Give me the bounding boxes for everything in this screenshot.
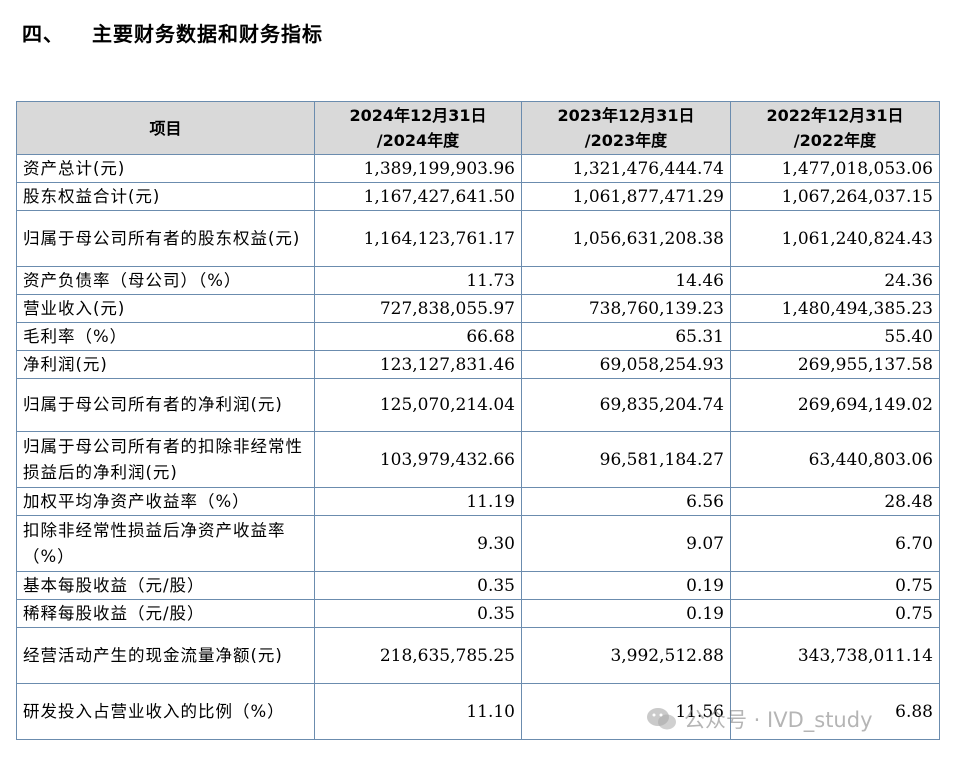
row-label: 资产总计(元) [16,154,315,183]
value-2024: 123,127,831.46 [314,350,522,379]
value-2024: 727,838,055.97 [314,294,522,323]
value-2024: 11.73 [314,266,522,295]
row-label: 经营活动产生的现金流量净额(元) [16,627,315,684]
value-2023: 14.46 [521,266,731,295]
value-2022: 6.88 [730,683,940,740]
value-2023: 0.19 [521,599,731,628]
row-label: 稀释每股收益（元/股） [16,599,315,628]
table-row: 营业收入(元) 727,838,055.97 738,760,139.23 1,480… [16,294,940,323]
value-2024: 0.35 [314,571,522,600]
value-2022: 28.48 [730,487,940,516]
value-2023: 11.56 [521,683,731,740]
value-2024: 9.30 [314,515,522,572]
value-2022: 1,061,240,824.43 [730,210,940,267]
value-2024: 1,389,199,903.96 [314,154,522,183]
value-2023: 1,061,877,471.29 [521,182,731,211]
table-row: 归属于母公司所有者的净利润(元) 125,070,214.04 69,835,204… [16,378,940,432]
header-2023: 2023年12月31日/2023年度 [521,101,731,155]
header-item: 项目 [16,101,315,155]
value-2023: 738,760,139.23 [521,294,731,323]
value-2022: 269,694,149.02 [730,378,940,432]
value-2023: 69,835,204.74 [521,378,731,432]
value-2023: 1,321,476,444.74 [521,154,731,183]
value-2022: 1,067,264,037.15 [730,182,940,211]
value-2022: 1,480,494,385.23 [730,294,940,323]
header-2022: 2022年12月31日/2022年度 [730,101,940,155]
value-2023: 96,581,184.27 [521,431,731,488]
table-header-row: 项目 2024年12月31日/2024年度 2023年12月31日/2023年度… [16,101,940,155]
value-2024: 103,979,432.66 [314,431,522,488]
section-heading: 主要财务数据和财务指标 [92,22,323,46]
value-2024: 1,167,427,641.50 [314,182,522,211]
value-2024: 11.19 [314,487,522,516]
value-2022: 1,477,018,053.06 [730,154,940,183]
value-2023: 1,056,631,208.38 [521,210,731,267]
value-2024: 0.35 [314,599,522,628]
table-row: 毛利率（%） 66.68 65.31 55.40 [16,322,940,351]
row-label: 毛利率（%） [16,322,315,351]
value-2023: 0.19 [521,571,731,600]
table-row: 加权平均净资产收益率（%） 11.19 6.56 28.48 [16,487,940,516]
value-2024: 11.10 [314,683,522,740]
section-number: 四、 [22,22,64,46]
row-label: 加权平均净资产收益率（%） [16,487,315,516]
value-2024: 66.68 [314,322,522,351]
row-label: 研发投入占营业收入的比例（%） [16,683,315,740]
value-2023: 3,992,512.88 [521,627,731,684]
value-2023: 9.07 [521,515,731,572]
row-label: 基本每股收益（元/股） [16,571,315,600]
value-2022: 0.75 [730,599,940,628]
value-2022: 343,738,011.14 [730,627,940,684]
value-2024: 218,635,785.25 [314,627,522,684]
row-label: 股东权益合计(元) [16,182,315,211]
table-row: 扣除非经常性损益后净资产收益率（%） 9.30 9.07 6.70 [16,515,940,572]
row-label: 扣除非经常性损益后净资产收益率（%） [16,515,315,572]
value-2023: 6.56 [521,487,731,516]
value-2022: 269,955,137.58 [730,350,940,379]
value-2022: 24.36 [730,266,940,295]
table-row: 净利润(元) 123,127,831.46 69,058,254.93 269,955… [16,350,940,379]
table-row: 归属于母公司所有者的扣除非经常性损益后的净利润(元) 103,979,432.66… [16,431,940,488]
table-row: 基本每股收益（元/股） 0.35 0.19 0.75 [16,571,940,600]
table-row: 资产负债率（母公司）（%） 11.73 14.46 24.36 [16,266,940,295]
value-2022: 6.70 [730,515,940,572]
row-label: 净利润(元) [16,350,315,379]
value-2023: 65.31 [521,322,731,351]
value-2024: 125,070,214.04 [314,378,522,432]
row-label: 归属于母公司所有者的扣除非经常性损益后的净利润(元) [16,431,315,488]
value-2022: 0.75 [730,571,940,600]
table-row: 经营活动产生的现金流量净额(元) 218,635,785.25 3,992,512.… [16,627,940,684]
financial-table: 项目 2024年12月31日/2024年度 2023年12月31日/2023年度… [16,101,940,740]
value-2022: 63,440,803.06 [730,431,940,488]
header-2024: 2024年12月31日/2024年度 [314,101,522,155]
row-label: 归属于母公司所有者的净利润(元) [16,378,315,432]
value-2023: 69,058,254.93 [521,350,731,379]
row-label: 归属于母公司所有者的股东权益(元) [16,210,315,267]
row-label: 营业收入(元) [16,294,315,323]
table-row: 股东权益合计(元) 1,167,427,641.50 1,061,877,471.2… [16,182,940,211]
section-title: 四、 主要财务数据和财务指标 [22,18,323,47]
table-row: 稀释每股收益（元/股） 0.35 0.19 0.75 [16,599,940,628]
table-row: 资产总计(元) 1,389,199,903.96 1,321,476,444.74 1… [16,154,940,183]
value-2022: 55.40 [730,322,940,351]
table-row: 归属于母公司所有者的股东权益(元) 1,164,123,761.17 1,056,6… [16,210,940,267]
value-2024: 1,164,123,761.17 [314,210,522,267]
table-row: 研发投入占营业收入的比例（%） 11.10 11.56 6.88 [16,683,940,740]
row-label: 资产负债率（母公司）（%） [16,266,315,295]
